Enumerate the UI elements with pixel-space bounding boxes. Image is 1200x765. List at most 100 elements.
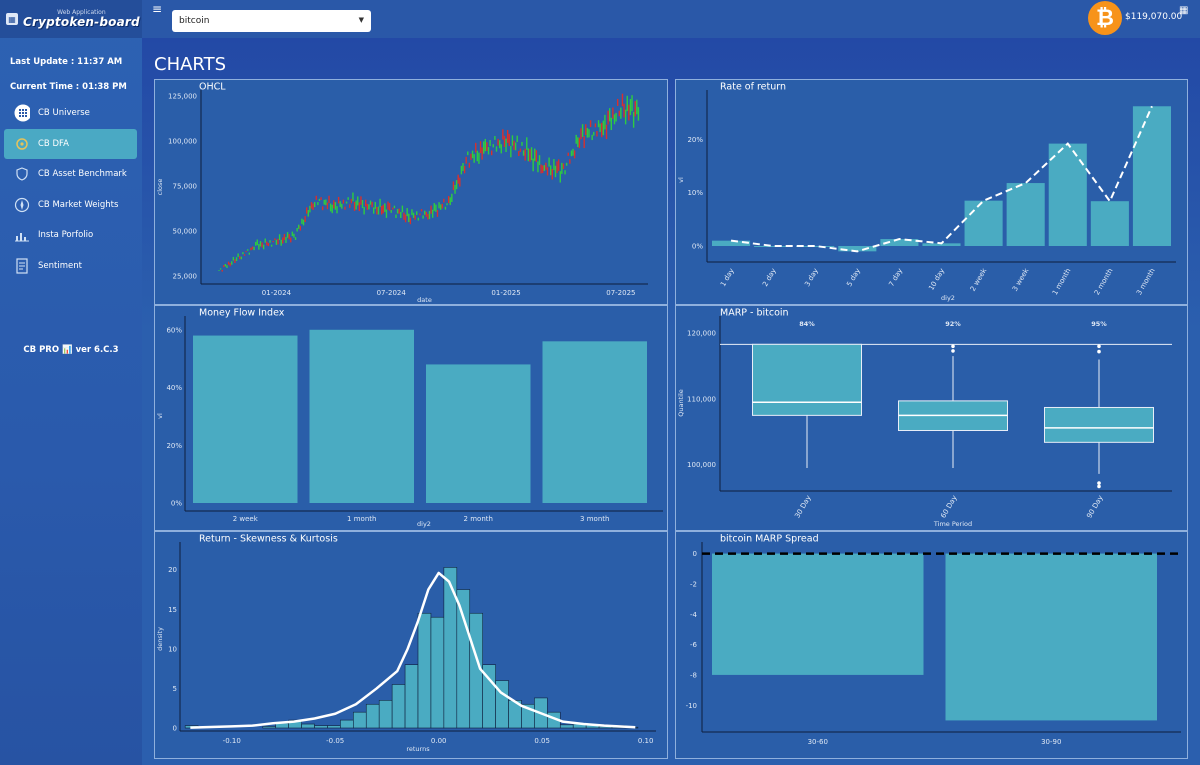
sidebar-item-insta-portfolio[interactable]: Insta Porfolio — [4, 220, 137, 250]
sidebar-item-cb-market-weights[interactable]: CB Market Weights — [4, 190, 137, 220]
box — [752, 343, 862, 416]
y-axis-label: close — [156, 179, 164, 196]
asset-select-value: bitcoin — [179, 16, 210, 26]
x-tick-label: -0.10 — [223, 737, 241, 745]
box-outlier — [1097, 344, 1101, 349]
y-tick-label: 20 — [168, 566, 177, 574]
histogram-bin — [430, 616, 445, 729]
box-outlier — [951, 344, 955, 349]
sidebar-item-cb-dfa[interactable]: CB DFA — [4, 129, 137, 159]
asset-price: $119,070.00 — [1125, 12, 1183, 22]
logo-subtitle: Web Application — [57, 9, 106, 16]
bar — [542, 341, 647, 503]
x-tick-label: 07-2025 — [606, 289, 635, 297]
menu-toggle-icon[interactable]: ≡ — [152, 2, 163, 16]
histogram-bin — [314, 725, 328, 729]
chevron-down-icon: ▼ — [358, 16, 364, 24]
histogram-bin — [365, 703, 380, 729]
grid-circle-icon — [14, 104, 30, 122]
marp-chart-panel: MARP - bitcoin 100,000 110,000 120,000 84% 30… — [675, 305, 1188, 531]
x-tick-label: 30-60 — [808, 738, 828, 746]
sidebar-item-cb-universe[interactable]: CB Universe — [4, 98, 137, 128]
sidebar-item-label: CB Universe — [38, 108, 90, 118]
chart-title: OHCL — [199, 82, 226, 93]
histogram-bin — [301, 723, 315, 729]
x-tick-label: 3 week — [1011, 266, 1031, 293]
y-tick-label: 15 — [168, 606, 177, 614]
sidebar-item-label: CB Asset Benchmark — [38, 169, 127, 179]
x-tick-label: -0.05 — [326, 737, 344, 745]
bar — [922, 243, 961, 246]
sidebar-item-cb-asset-benchmark[interactable]: CB Asset Benchmark — [4, 159, 137, 189]
y-axis-label: vl — [677, 177, 685, 183]
version-label: CB PRO 📊 ver 6.C.3 — [23, 345, 119, 355]
rate-of-return-chart: Rate of return 0% 10% 20% 1 day 2 day 3 day 5 d… — [677, 82, 1176, 302]
histogram-bin — [353, 711, 367, 729]
y-tick-label: -4 — [690, 611, 698, 619]
current-time: Current Time : 01:38 PM — [10, 82, 127, 92]
chart-title: MARP - bitcoin — [720, 308, 789, 319]
box-outlier — [1097, 481, 1101, 485]
bar — [193, 335, 298, 503]
y-tick-label: 100,000 — [687, 461, 716, 469]
box-percentile-label: 84% — [799, 320, 815, 328]
y-tick-label: 75,000 — [173, 183, 198, 191]
y-tick-label: 25,000 — [173, 273, 198, 281]
histogram-bin — [262, 726, 277, 729]
x-axis-label: returns — [406, 745, 430, 753]
bar — [754, 246, 793, 247]
x-axis-label: diy2 — [417, 520, 431, 528]
density-curve — [190, 571, 636, 729]
bar — [880, 239, 919, 246]
y-axis-label: vl — [156, 413, 164, 419]
y-tick-label: 20% — [166, 442, 182, 450]
x-tick-label: 3 month — [1135, 267, 1157, 296]
chart-title: Return - Skewness & Kurtosis — [199, 534, 338, 545]
y-tick-label: 5 — [173, 685, 177, 693]
x-tick-label: 2 week — [969, 266, 989, 293]
main-content: CHARTS OHCL 25,000 50,000 75,000 100,000 125,… — [142, 38, 1200, 765]
x-tick-label: 7 day — [887, 267, 904, 288]
y-tick-label: 60% — [166, 326, 182, 334]
sidebar-item-label: Insta Porfolio — [38, 230, 94, 240]
bar — [945, 553, 1157, 721]
histogram-bin — [559, 724, 574, 729]
money-flow-index-chart: Money Flow Index 0% 20% 40% 60% 2 week 1 month… — [156, 308, 663, 528]
last-update: Last Update : 11:37 AM — [10, 57, 123, 67]
y-axis-label: Quantile — [677, 389, 685, 417]
x-tick-label: 1 month — [347, 515, 376, 523]
x-tick-label: 30-90 — [1041, 738, 1061, 746]
bar — [796, 246, 835, 247]
y-tick-label: 20% — [687, 136, 703, 144]
y-tick-label: 100,000 — [168, 138, 197, 146]
return-histogram-chart: Return - Skewness & Kurtosis 0 5 10 15 20 -0.1… — [156, 534, 656, 753]
sidebar-item-label: CB DFA — [38, 139, 69, 149]
chart-title: bitcoin MARP Spread — [720, 534, 819, 545]
histogram-bin — [456, 589, 471, 729]
sidebar-item-sentiment[interactable]: Sentiment — [4, 251, 137, 281]
box-outlier — [951, 349, 955, 353]
asset-select[interactable]: bitcoin ▼ — [172, 10, 371, 32]
apps-grid-icon[interactable]: ▦ — [1179, 5, 1189, 16]
x-tick-label: 2 month — [464, 515, 493, 523]
x-tick-label: 01-2024 — [262, 289, 292, 297]
x-tick-label: 1 month — [1051, 267, 1073, 296]
x-tick-label: 90 Day — [1085, 494, 1104, 520]
bar — [1132, 106, 1171, 246]
y-tick-label: 10 — [168, 645, 177, 653]
x-tick-label: 0.05 — [534, 737, 550, 745]
x-tick-label: 3 day — [803, 267, 820, 288]
x-axis-label: diy2 — [941, 294, 955, 302]
histogram-bin — [443, 567, 458, 729]
x-tick-label: 2 week — [233, 515, 259, 523]
document-icon — [14, 258, 30, 274]
logo[interactable]: ▦ Web Application Cryptoken-board — [0, 0, 142, 38]
ohlc-chart: OHCL 25,000 50,000 75,000 100,000 125,000 01-2… — [156, 82, 648, 304]
histogram-bin — [391, 684, 406, 729]
x-tick-label: 2 day — [761, 267, 778, 288]
bar — [1048, 143, 1087, 246]
x-tick-label: 10 day — [927, 267, 946, 292]
sidebar-item-label: CB Market Weights — [38, 200, 119, 210]
ohlc-chart-panel: OHCL 25,000 50,000 75,000 100,000 125,000 01-2… — [154, 79, 668, 305]
x-tick-label: 01-2025 — [491, 289, 520, 297]
